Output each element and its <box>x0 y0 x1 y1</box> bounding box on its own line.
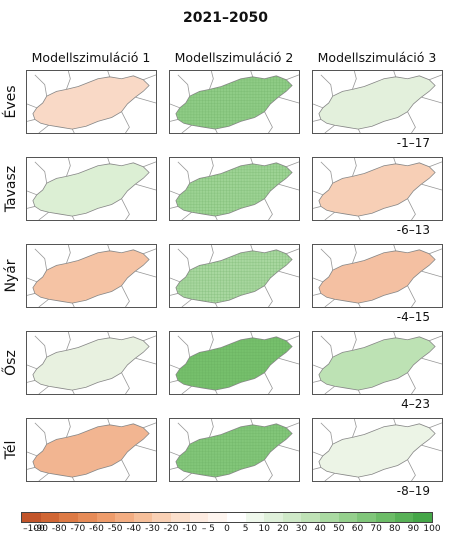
map-panel <box>26 418 157 482</box>
row-label: Ősz <box>3 350 19 376</box>
hungary-map <box>27 245 156 307</box>
hungary-map <box>170 332 299 394</box>
colorbar-tick-label: 100 <box>423 524 441 534</box>
colorbar-swatch <box>96 513 116 522</box>
colorbar-swatch <box>226 513 246 522</box>
colorbar-tick-label: –100 <box>23 524 45 534</box>
hungary-map <box>170 158 299 220</box>
colorbar-tick-label: 60 <box>351 524 364 534</box>
colorbar-swatch <box>413 513 432 522</box>
colorbar-tick-label: 5 <box>242 524 249 534</box>
map-panel <box>312 418 443 482</box>
colorbar-tick-label: 30 <box>295 524 308 534</box>
map-panel <box>26 244 157 308</box>
colorbar-swatch <box>301 513 320 522</box>
hungary-map <box>27 332 156 394</box>
colorbar-tick-label: -90 <box>33 524 48 534</box>
hungary-map <box>27 71 156 133</box>
colorbar-swatch <box>208 513 227 522</box>
colorbar-swatch <box>59 513 78 522</box>
column-header-3: Modellszimuláció 3 <box>317 50 437 65</box>
colorbar-swatch <box>264 513 283 522</box>
row-label: Tél <box>3 440 19 460</box>
map-panel <box>169 70 300 134</box>
colorbar-tick-label: – 5 <box>201 524 215 534</box>
map-panel <box>26 331 157 395</box>
map-panel <box>312 157 443 221</box>
range-label: -4–15 <box>396 310 430 324</box>
colorbar-tick-label: -70 <box>70 524 86 534</box>
map-panel <box>26 157 157 221</box>
colorbar-tick-label: 80 <box>388 524 401 534</box>
colorbar <box>21 512 433 523</box>
colorbar-swatch <box>375 513 395 522</box>
row-label: Tavasz <box>3 165 19 213</box>
hungary-map <box>313 158 442 220</box>
range-label: -8–19 <box>396 484 430 498</box>
colorbar-swatch <box>115 513 134 522</box>
range-label: -1–17 <box>396 136 430 150</box>
map-panel <box>169 157 300 221</box>
colorbar-swatch <box>77 513 97 522</box>
map-panel <box>312 244 443 308</box>
colorbar-tick-label: -60 <box>89 524 104 534</box>
colorbar-swatch <box>189 513 209 522</box>
colorbar-tick-label: 10 <box>258 524 270 534</box>
colorbar-tick-label: 70 <box>370 524 382 534</box>
figure-title: 2021–2050 <box>183 10 268 26</box>
row-label: Éves <box>3 85 19 119</box>
map-panel <box>169 331 300 395</box>
hungary-map <box>27 419 156 481</box>
range-label: 4–23 <box>401 397 430 411</box>
hungary-map <box>170 71 299 133</box>
colorbar-tick-label: 20 <box>277 524 289 534</box>
hungary-map <box>170 245 299 307</box>
map-panel <box>169 418 300 482</box>
colorbar-tick-label: -20 <box>163 524 179 534</box>
map-panel <box>312 70 443 134</box>
colorbar-tick-label: 90 <box>407 524 420 534</box>
map-panel <box>26 70 157 134</box>
row-label: Nyár <box>3 259 19 293</box>
colorbar-swatch <box>282 513 302 522</box>
colorbar-swatch <box>357 513 376 522</box>
colorbar-swatch <box>338 513 358 522</box>
colorbar-swatch <box>245 513 265 522</box>
colorbar-tick-label: 50 <box>333 524 345 534</box>
hungary-map <box>313 419 442 481</box>
column-header-1: Modellszimuláció 1 <box>31 50 151 65</box>
hungary-map <box>313 332 442 394</box>
colorbar-swatch <box>40 513 60 522</box>
colorbar-swatch <box>152 513 171 522</box>
hungary-map <box>313 71 442 133</box>
colorbar-swatch <box>320 513 339 522</box>
range-label: -6–13 <box>396 223 430 237</box>
colorbar-tick-label: 40 <box>314 524 326 534</box>
hungary-map <box>170 419 299 481</box>
colorbar-swatch <box>22 513 41 522</box>
colorbar-tick-label: -80 <box>51 524 67 534</box>
map-panel <box>169 244 300 308</box>
colorbar-swatch <box>394 513 414 522</box>
colorbar-tick-label: -30 <box>145 524 160 534</box>
colorbar-swatch <box>171 513 190 522</box>
colorbar-ticks: –100 -90 -80 -70 -60 -50 -40 -30 -20 -10– 5 0 5 10 20… <box>0 524 451 536</box>
hungary-map <box>27 158 156 220</box>
colorbar-tick-label: -40 <box>126 524 142 534</box>
column-header-2: Modellszimuláció 2 <box>174 50 294 65</box>
map-panel <box>312 331 443 395</box>
colorbar-tick-label: 0 <box>224 524 230 534</box>
colorbar-tick-label: -50 <box>107 524 123 534</box>
hungary-map <box>313 245 442 307</box>
colorbar-tick-label: -10 <box>182 524 198 534</box>
colorbar-swatch <box>133 513 153 522</box>
